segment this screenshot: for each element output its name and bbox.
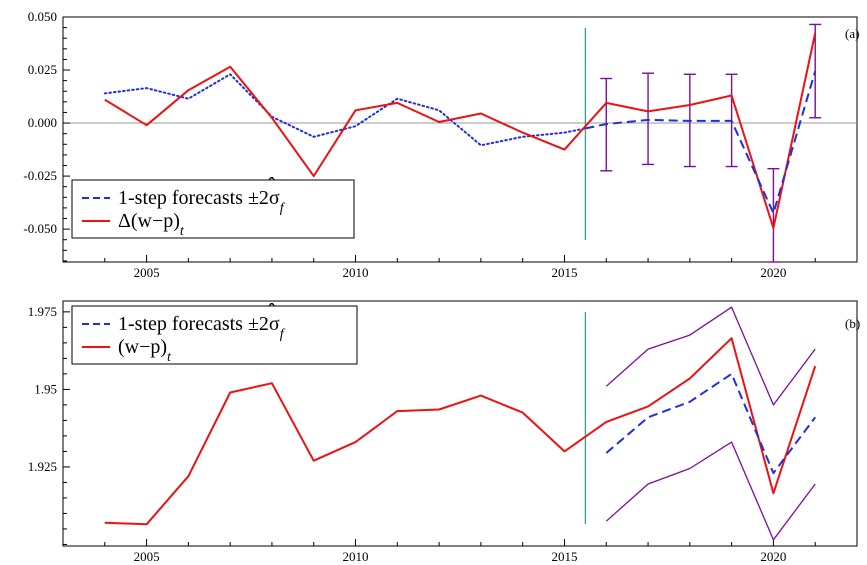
y-tick-label: 1.975 (28, 304, 57, 319)
legend-box (71, 179, 355, 239)
y-tick-label: 0.000 (28, 115, 57, 130)
panel-a-growth-forecasts: 0.050 0.025 0.000 -0.025 -0.050 2005 2010 2015 2… (23, 9, 859, 280)
y-tick-label: 0.025 (28, 62, 57, 77)
series-w-p-line (104, 32, 817, 230)
panel-label: (b) (845, 316, 860, 331)
error-bar (809, 23, 822, 119)
panel-label: (a) (845, 26, 859, 41)
plot-frame (62, 300, 858, 547)
y-tick-label: -0.050 (23, 221, 57, 236)
x-tick-label: 2010 (343, 265, 369, 280)
x-tick-label: 2020 (760, 549, 786, 564)
x-tick-label: 2015 (551, 549, 577, 564)
x-tick-label: 2010 (343, 549, 369, 564)
x-tick-label: 2015 (551, 265, 577, 280)
legend-hat-accent: ˆ (268, 174, 275, 196)
x-tick-label: 2020 (760, 265, 786, 280)
x-tick-label: 2005 (134, 549, 160, 564)
panel-b-level-forecasts: 1.975 1.95 1.925 2005 2010 2015 2020 1-step for… (28, 300, 860, 564)
series-w-p-line (104, 337, 817, 526)
error-bar (767, 167, 780, 263)
plot-frame (62, 16, 858, 263)
y-tick-label: 1.95 (34, 381, 57, 396)
series-1-step-forecasts-line (585, 70, 817, 215)
y-tick-label: 0.050 (28, 9, 57, 24)
series-fitted-line (103, 73, 587, 147)
legend-hat-accent: ˆ (268, 300, 275, 322)
y-tick-label: -0.025 (23, 168, 57, 183)
series-upper-band-line (605, 306, 816, 406)
error-bar (642, 72, 655, 166)
x-tick-label: 2005 (134, 265, 160, 280)
series-lower-band-line (605, 441, 816, 541)
y-tick-label: 1.925 (28, 459, 57, 474)
series-1-step-forecasts-line (605, 372, 817, 475)
legend-box (71, 305, 358, 365)
